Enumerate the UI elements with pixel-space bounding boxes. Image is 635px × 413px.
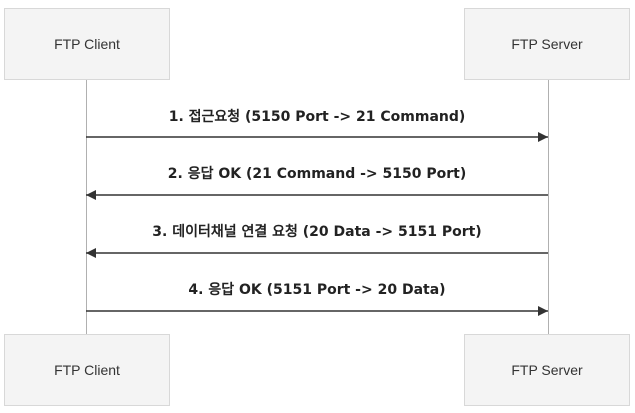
message-4-label: 4. 응답 OK (5151 Port -> 20 Data) [188,282,446,298]
server-actor-top: FTP Server [464,8,630,80]
message-1-label: 1. 접근요청 (5150 Port -> 21 Command) [168,109,466,125]
client-actor-bottom-label: FTP Client [54,362,120,378]
server-actor-top-label: FTP Server [511,36,583,52]
server-actor-bottom-label: FTP Server [511,362,583,378]
client-actor-top-label: FTP Client [54,36,120,52]
server-actor-bottom: FTP Server [464,334,630,406]
message-3-label: 3. 데이터채널 연결 요청 (20 Data -> 5151 Port) [152,224,482,240]
message-2-label: 2. 응답 OK (21 Command -> 5150 Port) [167,166,467,182]
client-actor-top: FTP Client [4,8,170,80]
client-actor-bottom: FTP Client [4,334,170,406]
server-lifeline [548,80,549,334]
client-lifeline [86,80,87,334]
